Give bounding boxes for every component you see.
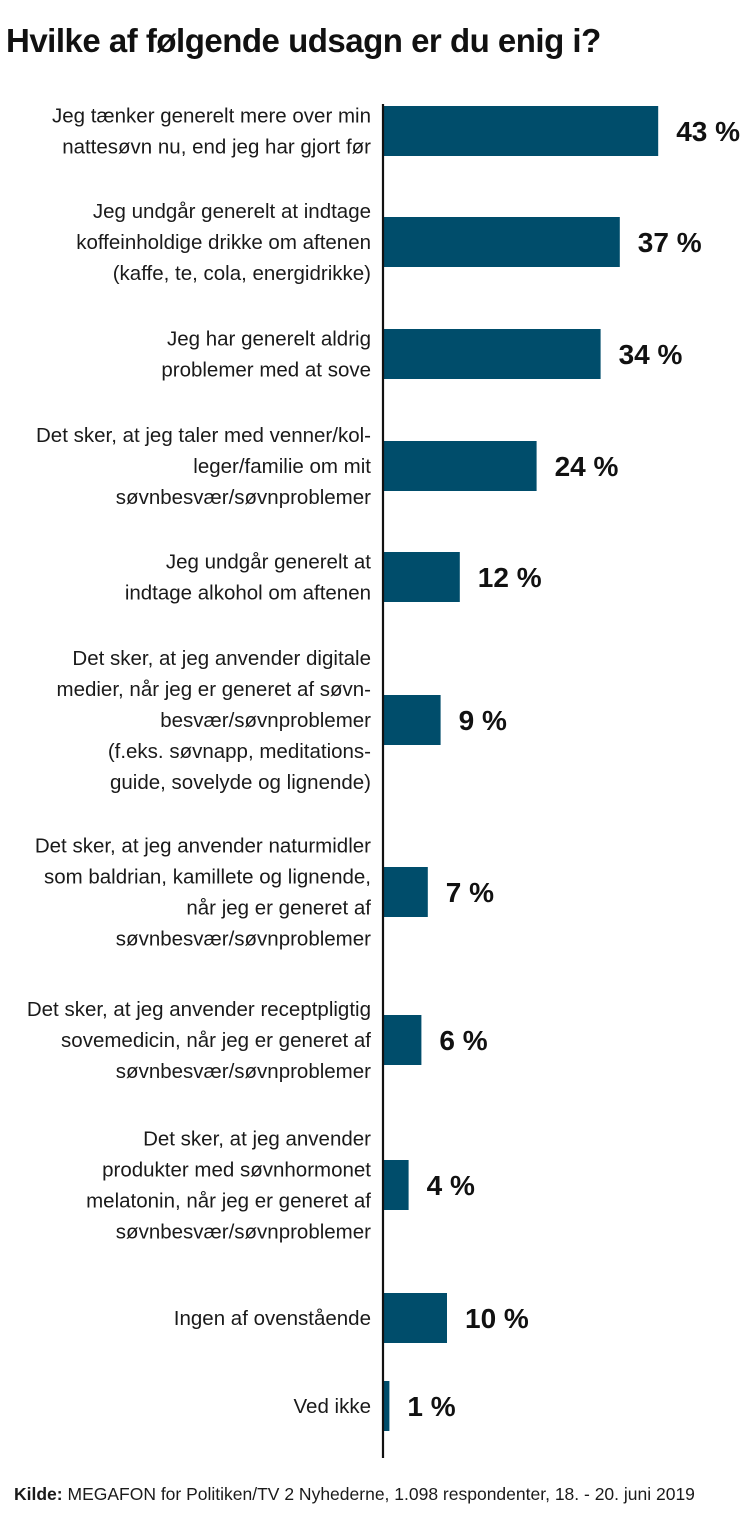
category-label-line: leger/familie om mit bbox=[193, 455, 371, 478]
category-label-line: når jeg er generet af bbox=[186, 897, 371, 920]
category-label: Ingen af ovenstående bbox=[174, 1307, 371, 1330]
category-label-line: søvnbesvær/søvnproblemer bbox=[116, 1221, 371, 1244]
value-label: 34 % bbox=[619, 339, 683, 370]
value-label: 12 % bbox=[478, 562, 542, 593]
value-label: 10 % bbox=[465, 1303, 529, 1334]
category-label-line: Det sker, at jeg anvender receptpligtig bbox=[27, 998, 371, 1021]
bar bbox=[383, 106, 659, 156]
category-label-line: besvær/søvnproblemer bbox=[160, 709, 371, 732]
category-label: Jeg undgår generelt at indtage koffeinhol… bbox=[76, 200, 371, 285]
source-label: Kilde: bbox=[14, 1484, 63, 1504]
bar bbox=[383, 217, 620, 267]
bar bbox=[383, 1160, 409, 1210]
value-label: 4 % bbox=[427, 1170, 475, 1201]
value-label: 1 % bbox=[407, 1391, 455, 1422]
bar bbox=[383, 1293, 447, 1343]
category-label-line: indtage alkohol om aftenen bbox=[125, 582, 371, 605]
category-label-line: melatonin, når jeg er generet af bbox=[86, 1190, 371, 1213]
category-label: Jeg tænker generelt mere over min nattesø… bbox=[52, 105, 371, 159]
category-label-line: Det sker, at jeg taler med venner/kol- bbox=[36, 424, 371, 447]
category-label-line: Det sker, at jeg anvender naturmidler bbox=[35, 835, 371, 858]
value-label: 9 % bbox=[459, 705, 507, 736]
category-label-line: søvnbesvær/søvnproblemer bbox=[116, 1060, 371, 1083]
category-label-line: Jeg undgår generelt at bbox=[166, 551, 371, 574]
bar bbox=[383, 1015, 422, 1065]
category-label-line: som baldrian, kamillete og lignende, bbox=[44, 866, 371, 889]
category-label-line: produkter med søvnhormonet bbox=[102, 1159, 371, 1182]
value-label: 43 % bbox=[676, 116, 740, 147]
category-label: Jeg undgår generelt at indtage alkohol om… bbox=[125, 551, 371, 605]
category-label-line: sovemedicin, når jeg er generet af bbox=[61, 1029, 371, 1052]
category-label-line: koffeinholdige drikke om aftenen bbox=[76, 231, 371, 254]
category-label-line: nattesøvn nu, end jeg har gjort før bbox=[62, 136, 371, 159]
source-text: MEGAFON for Politiken/TV 2 Nyhederne, 1.… bbox=[62, 1484, 695, 1504]
category-label-line: problemer med at sove bbox=[161, 359, 371, 382]
bar bbox=[383, 1381, 390, 1431]
chart-title: Hvilke af følgende udsagn er du enig i? bbox=[6, 22, 601, 59]
category-label-line: Ved ikke bbox=[294, 1395, 372, 1418]
category-label-line: Jeg undgår generelt at indtage bbox=[93, 200, 371, 223]
category-label-line: guide, sovelyde og lignende) bbox=[110, 771, 371, 794]
category-label-line: Det sker, at jeg anvender digitale bbox=[72, 647, 371, 670]
category-label: Ved ikke bbox=[294, 1395, 372, 1418]
category-label-line: medier, når jeg er generet af søvn- bbox=[57, 678, 372, 701]
category-label-line: Jeg tænker generelt mere over min bbox=[52, 105, 371, 128]
bar bbox=[383, 329, 601, 379]
category-label: Det sker, at jeg anvender digitale medier… bbox=[57, 647, 372, 794]
bar bbox=[383, 695, 441, 745]
category-label-line: søvnbesvær/søvnproblemer bbox=[116, 928, 371, 951]
category-label-line: Jeg har generelt aldrig bbox=[167, 328, 371, 351]
category-label-line: (f.eks. søvnapp, meditations- bbox=[108, 740, 371, 763]
category-label: Det sker, at jeg anvender naturmidler som… bbox=[35, 835, 371, 951]
value-label: 24 % bbox=[555, 451, 619, 482]
value-label: 6 % bbox=[439, 1025, 487, 1056]
value-label: 37 % bbox=[638, 227, 702, 258]
value-label: 7 % bbox=[446, 877, 494, 908]
category-label: Det sker, at jeg anvender receptpligtig s… bbox=[27, 998, 371, 1083]
bar bbox=[383, 441, 537, 491]
bar bbox=[383, 867, 428, 917]
category-label-line: Ingen af ovenstående bbox=[174, 1307, 371, 1330]
category-label: Jeg har generelt aldrig problemer med at … bbox=[161, 328, 371, 382]
category-label-line: Det sker, at jeg anvender bbox=[143, 1128, 371, 1151]
category-label-line: søvnbesvær/søvnproblemer bbox=[116, 486, 371, 509]
category-label: Det sker, at jeg anvender produkter med s… bbox=[86, 1128, 371, 1244]
category-label-line: (kaffe, te, cola, energidrikke) bbox=[113, 262, 371, 285]
bar bbox=[383, 552, 460, 602]
category-label: Det sker, at jeg taler med venner/kol-le… bbox=[36, 424, 371, 509]
source-note: Kilde: MEGAFON for Politiken/TV 2 Nyhede… bbox=[14, 1484, 695, 1505]
